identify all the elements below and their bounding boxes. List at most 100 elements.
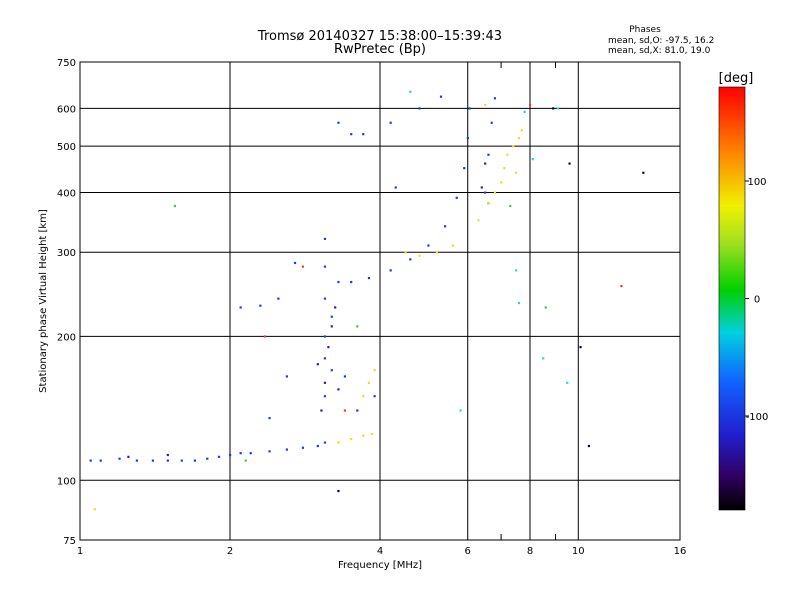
data-point [323, 237, 327, 241]
data-point [356, 325, 359, 328]
data-point [552, 107, 555, 110]
data-point [409, 258, 412, 261]
data-point [293, 261, 297, 265]
data-point [484, 103, 487, 107]
data-point [362, 434, 365, 437]
data-point [151, 459, 155, 462]
colorbar-tick-label: 0 [754, 295, 760, 306]
data-point [389, 269, 392, 272]
x-tick-label: 4 [377, 546, 383, 557]
y-tick-label: 750 [57, 58, 76, 69]
data-point [362, 133, 365, 136]
data-point [620, 284, 623, 288]
data-point [193, 459, 197, 462]
data-point [487, 202, 490, 205]
data-point [367, 381, 371, 384]
data-point [343, 375, 347, 378]
y-tick-label: 500 [57, 142, 76, 153]
colorbar-tick-label: -100 [746, 412, 769, 423]
data-point [418, 254, 421, 257]
x-tick-label: 2 [227, 546, 233, 557]
x-tick-label: 10 [572, 546, 585, 557]
data-point [487, 153, 490, 156]
data-point [531, 158, 534, 161]
data-point [529, 103, 532, 107]
y-tick-label: 400 [57, 188, 76, 199]
y-tick-label: 200 [57, 332, 76, 343]
data-point [587, 444, 591, 448]
data-point [367, 276, 371, 280]
data-point [435, 251, 438, 254]
colorbar-tick-label: 100 [747, 177, 766, 188]
y-tick-label: 300 [57, 248, 76, 259]
y-tick-label: 100 [57, 476, 76, 487]
x-tick-label: 16 [674, 546, 687, 557]
data-point [451, 244, 455, 247]
x-axis-ticks: 1 2 4 6 8 10 16 [77, 62, 687, 557]
data-point [217, 455, 221, 458]
data-point [268, 450, 271, 453]
data-point [99, 459, 102, 462]
data-point [350, 133, 353, 136]
data-point [373, 369, 376, 372]
data-point [373, 395, 376, 398]
colorbar [718, 86, 746, 511]
data-point [135, 459, 138, 462]
data-point [542, 357, 545, 360]
data-point [244, 459, 247, 462]
data-point [323, 381, 327, 384]
data-point [490, 121, 493, 124]
data-point [484, 191, 487, 194]
data-point [323, 335, 327, 338]
data-point [316, 363, 319, 366]
data-point [493, 191, 497, 194]
data-point [337, 280, 340, 284]
y-axis-label: Stationary phase Virtual Height [km] [38, 209, 49, 393]
data-point [323, 441, 327, 444]
phase-info-heading: Phases [629, 25, 661, 35]
data-point [320, 409, 323, 412]
data-point [206, 457, 209, 460]
data-points [89, 90, 645, 511]
data-point [556, 107, 560, 110]
data-point [466, 137, 469, 140]
data-point [439, 95, 443, 98]
data-point [515, 269, 518, 272]
data-point [327, 346, 330, 349]
data-point [263, 335, 267, 338]
data-point [404, 251, 407, 254]
data-point [493, 97, 497, 100]
data-point [523, 110, 526, 114]
data-point [362, 395, 365, 398]
y-tick-label: 600 [57, 104, 76, 115]
data-point [455, 196, 458, 199]
data-point [93, 508, 96, 511]
data-point [301, 265, 305, 268]
data-point [323, 395, 327, 398]
data-point [343, 409, 347, 412]
data-point [568, 162, 571, 165]
data-point [566, 381, 569, 384]
colorbar-label: [deg] [719, 71, 754, 86]
data-point [509, 204, 512, 208]
data-point [229, 453, 232, 457]
data-point [520, 129, 523, 132]
grid-lines [80, 62, 680, 540]
data-point [409, 90, 412, 93]
data-point [268, 416, 271, 420]
data-point [285, 448, 288, 451]
data-point [515, 171, 518, 174]
data-point [337, 489, 340, 493]
data-point [127, 455, 130, 458]
data-point [239, 306, 242, 309]
data-point [500, 181, 503, 184]
data-point [285, 375, 288, 378]
data-point [463, 167, 466, 170]
data-point [249, 452, 252, 455]
data-point [389, 121, 392, 124]
data-point [330, 369, 333, 372]
data-point [323, 297, 327, 300]
data-point [512, 145, 515, 148]
data-point [337, 388, 340, 391]
